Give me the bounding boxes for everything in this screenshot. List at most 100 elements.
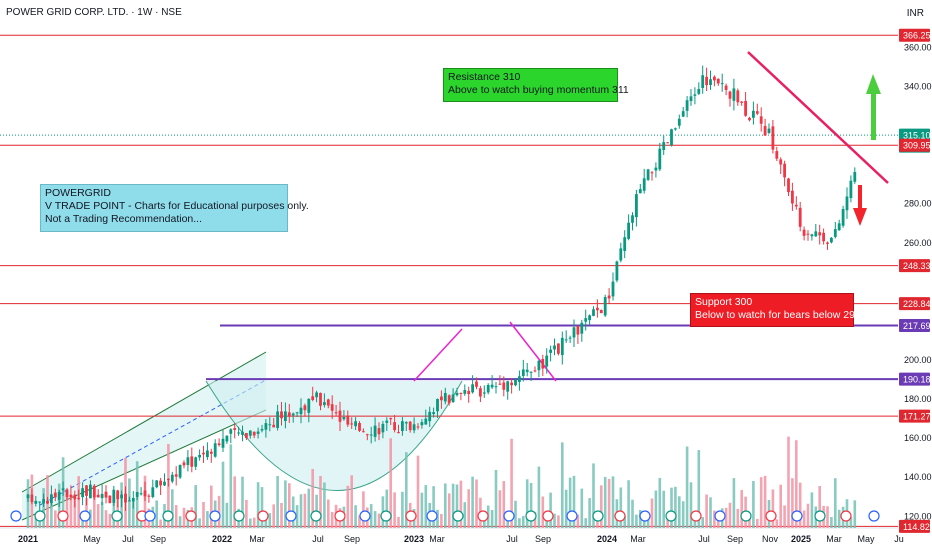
- candle-body: [401, 421, 404, 432]
- volume-bar: [467, 489, 470, 528]
- candle-body: [404, 422, 408, 424]
- candle-body: [763, 125, 767, 136]
- event-marker-icon: [233, 510, 245, 522]
- x-tick-label: Sep: [150, 534, 166, 544]
- candle-body: [658, 148, 662, 170]
- candle-body: [479, 388, 482, 397]
- volume-bar: [362, 491, 365, 528]
- candle-body: [190, 456, 194, 467]
- resistance-note[interactable]: Resistance 310 Above to watch buying mom…: [443, 68, 629, 102]
- candle-body: [276, 411, 279, 428]
- volume-bar: [553, 513, 556, 528]
- event-marker-icon: [334, 510, 346, 522]
- volume-bar: [514, 500, 517, 528]
- volume-bar: [288, 483, 291, 528]
- volume-bar: [96, 504, 100, 528]
- volume-bar: [327, 499, 330, 528]
- candle-body: [588, 315, 591, 321]
- event-marker-icon: [740, 510, 752, 522]
- currency-label[interactable]: INR: [906, 8, 924, 19]
- volume-bar: [210, 485, 213, 528]
- candle-body: [666, 142, 669, 144]
- candle-body: [291, 413, 295, 416]
- volume-bar: [194, 485, 197, 528]
- candle-body: [34, 500, 38, 504]
- candle-body: [104, 491, 108, 498]
- price-tag-label: 366.25: [903, 31, 931, 41]
- volume-bar: [245, 499, 248, 528]
- candle-body: [705, 76, 708, 86]
- candle-body: [619, 248, 623, 261]
- volume-bar: [490, 510, 494, 528]
- disclaimer-note[interactable]: POWERGRID V TRADE POINT - Charts for Edu…: [40, 184, 309, 232]
- candle-body: [178, 464, 182, 478]
- x-tick-label: Sep: [535, 534, 551, 544]
- volume-bar: [748, 513, 751, 528]
- volume-bar: [775, 519, 779, 528]
- volume-bar: [225, 502, 229, 528]
- up-arrow-icon: [866, 74, 881, 140]
- volume-bar: [350, 475, 353, 528]
- candle-body: [732, 88, 736, 101]
- volume-bar: [853, 500, 857, 528]
- event-marker-icon: [405, 510, 417, 522]
- price-tag-label: 315.10: [903, 131, 931, 141]
- candle-body: [826, 242, 829, 244]
- volume-bar: [260, 487, 264, 528]
- candle-body: [771, 126, 775, 150]
- volume-bar: [732, 478, 736, 528]
- x-tick-label: 2024: [597, 534, 617, 544]
- price-tag: [899, 519, 930, 533]
- candle-body: [545, 355, 549, 367]
- candle-body: [319, 392, 322, 406]
- candle-body: [221, 438, 225, 448]
- candle-body: [89, 484, 92, 499]
- volume-bar: [405, 452, 408, 528]
- candle-body: [837, 223, 841, 231]
- volume-bar: [330, 511, 334, 528]
- candle-body: [139, 493, 143, 495]
- candle-body: [53, 492, 57, 498]
- x-tick-label: 2025: [791, 534, 811, 544]
- volume-bar: [89, 509, 92, 528]
- candle-body: [494, 386, 498, 388]
- x-tick-label: 2021: [18, 534, 38, 544]
- candle-body: [217, 443, 221, 446]
- volume-bar: [307, 488, 311, 528]
- candle-body: [674, 128, 677, 130]
- volume-bar: [373, 511, 377, 528]
- candle-body: [841, 208, 845, 226]
- volume-bar: [295, 505, 299, 528]
- volume-bar: [471, 476, 474, 528]
- candle-body: [424, 418, 428, 425]
- candle-body: [693, 94, 697, 96]
- event-marker-icon: [814, 510, 826, 522]
- candle-body: [213, 443, 217, 457]
- volume-bar: [155, 500, 158, 528]
- x-tick-label: Ju: [894, 534, 904, 544]
- volume-bar: [837, 509, 841, 528]
- price-tag: [899, 28, 930, 42]
- volume-bar: [783, 505, 786, 528]
- candle-body: [818, 232, 822, 236]
- candle-body: [775, 151, 779, 159]
- candle-body: [471, 384, 474, 393]
- volume-bar: [705, 494, 708, 528]
- event-marker-icon: [209, 510, 221, 522]
- volume-bar: [619, 487, 623, 528]
- volume-bar: [650, 498, 654, 528]
- volume-bar: [787, 436, 790, 528]
- candle-body: [272, 424, 276, 428]
- resistance-line-1: Resistance 310: [448, 71, 521, 83]
- y-tick-label: 260.00: [904, 238, 932, 248]
- event-marker-icon: [111, 510, 123, 522]
- x-tick-label: 2022: [212, 534, 232, 544]
- candle-body: [69, 494, 73, 498]
- volume-bar: [424, 485, 428, 528]
- volume-bar: [280, 502, 283, 528]
- support-note[interactable]: Support 300 Below to watch for bears bel…: [690, 293, 861, 327]
- candle-body: [623, 237, 627, 251]
- magenta-trend-2: [509, 321, 557, 382]
- volume-bar: [268, 513, 272, 528]
